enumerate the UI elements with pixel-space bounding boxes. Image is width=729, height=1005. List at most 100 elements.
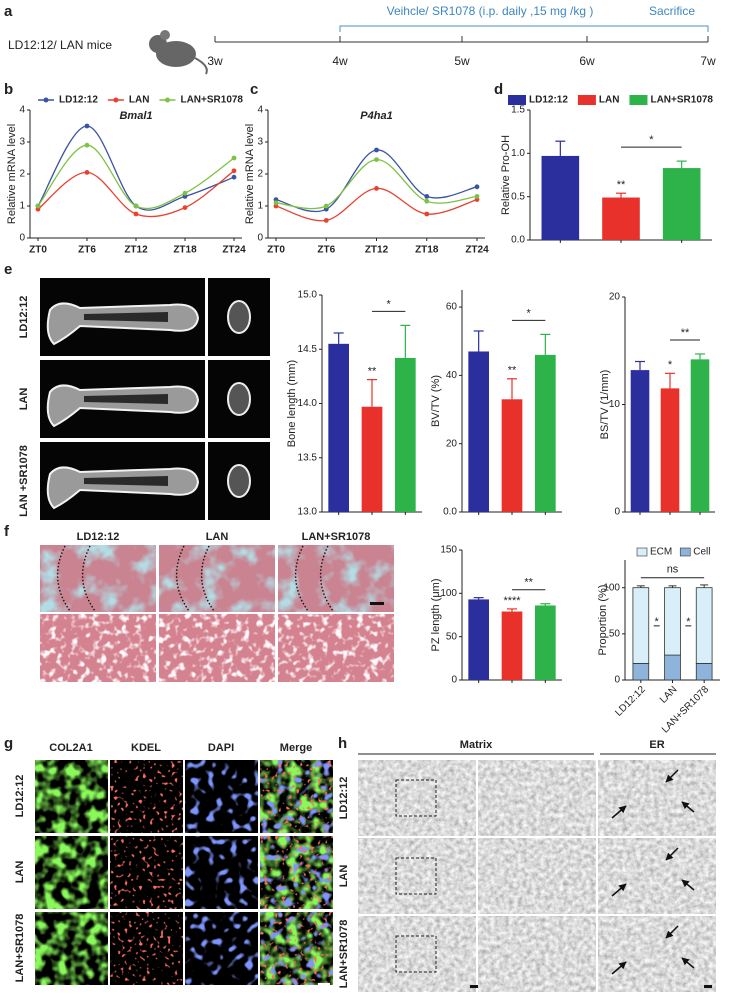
mouse-ear xyxy=(160,30,170,40)
histology-top-texture xyxy=(278,545,394,612)
y-axis-label: Bone length (mm) xyxy=(286,360,298,447)
panel-label: f xyxy=(4,523,10,540)
fluorescence-channel xyxy=(35,912,108,985)
y-tick-label: 40 xyxy=(446,370,458,381)
timeline-week: 7w xyxy=(700,54,716,68)
em-image xyxy=(598,838,716,914)
y-tick-label: 20 xyxy=(609,292,621,303)
zoom-box xyxy=(395,857,437,895)
fluorescence-channel xyxy=(35,836,108,909)
y-axis-label: Relative Pro-OH xyxy=(500,135,512,215)
panel-label: d xyxy=(494,81,503,98)
row-label: LAN xyxy=(338,865,350,888)
x-tick-label: ZT12 xyxy=(365,245,389,256)
y-axis-label: PZ length (μm) xyxy=(430,579,442,652)
y-tick-label: 0 xyxy=(614,675,620,686)
x-tick-label: ZT24 xyxy=(465,245,489,256)
significance: * xyxy=(649,134,654,146)
er-arrow xyxy=(681,801,695,813)
x-tick-label: ZT18 xyxy=(173,245,197,256)
y-tick-label: 4 xyxy=(19,105,25,116)
data-point xyxy=(474,184,480,190)
column-label: ER xyxy=(649,739,664,751)
em-image xyxy=(478,916,596,992)
legend-marker xyxy=(113,97,119,103)
bar xyxy=(535,354,556,512)
y-tick-label: 1.5 xyxy=(511,105,525,116)
bar-segment xyxy=(664,587,681,656)
significance: ** xyxy=(681,327,690,339)
data-point xyxy=(424,211,430,217)
em-image xyxy=(598,760,716,836)
data-point xyxy=(374,147,379,153)
data-point xyxy=(273,200,279,206)
panel-label: h xyxy=(338,735,347,752)
y-tick-label: 0.5 xyxy=(511,191,525,202)
bar xyxy=(395,357,416,512)
histology-top-texture xyxy=(40,545,156,612)
legend-swatch xyxy=(636,547,648,557)
fluorescence-channel xyxy=(110,836,183,909)
em-image xyxy=(598,916,716,992)
fluorescence-channel xyxy=(260,836,333,909)
column-label: KDEL xyxy=(131,742,161,754)
bone-cross-section xyxy=(227,300,251,334)
series-line xyxy=(37,125,235,211)
legend-swatch xyxy=(629,95,648,105)
zoom-box xyxy=(395,779,437,817)
er-arrow xyxy=(665,925,679,939)
fluorescence-channel xyxy=(260,760,333,833)
significance: ** xyxy=(368,366,377,378)
x-tick-label: ZT24 xyxy=(222,245,246,256)
y-tick-label: 14.0 xyxy=(298,398,318,409)
y-tick-label: 3 xyxy=(257,137,263,148)
data-point xyxy=(374,186,379,191)
timeline-treatment: Veihcle/ SR1078 (i.p. daily ,15 mg /kg ) xyxy=(387,4,594,18)
legend-label: LAN xyxy=(129,95,150,106)
data-point xyxy=(231,168,237,174)
scale-bar xyxy=(470,985,478,988)
significance: ** xyxy=(508,365,517,377)
x-tick-label: LAN xyxy=(658,684,680,706)
zoom-box xyxy=(395,935,437,973)
bar-segment xyxy=(695,587,713,664)
data-point xyxy=(231,155,237,161)
significance: * xyxy=(686,616,691,628)
y-axis-label: Relative mRNA level xyxy=(6,124,18,224)
series-line xyxy=(275,158,478,210)
timeline-endpoint: Sacrifice xyxy=(649,4,695,18)
scale-bar xyxy=(370,602,384,605)
x-tick-label: ZT6 xyxy=(317,245,335,256)
bar xyxy=(602,197,640,240)
significance: ** xyxy=(617,179,626,191)
timeline-week: 3w xyxy=(207,54,223,68)
em-image xyxy=(358,760,476,836)
bar xyxy=(468,351,489,512)
column-label: Merge xyxy=(280,742,312,754)
scale-bar xyxy=(318,983,330,986)
bar xyxy=(541,155,580,240)
data-point xyxy=(231,174,237,180)
data-point xyxy=(323,218,329,223)
data-point xyxy=(424,194,430,199)
y-tick-label: 50 xyxy=(446,631,458,642)
legend-label: Cell xyxy=(693,547,710,558)
data-point xyxy=(84,123,90,129)
row-label: LAN xyxy=(18,388,30,411)
data-point xyxy=(35,203,41,209)
er-arrow xyxy=(611,883,627,897)
fluorescence-channel xyxy=(260,912,333,985)
row-label: LD12:12 xyxy=(338,777,350,820)
bone-cross-section xyxy=(227,382,251,416)
y-axis-label: Relative mRNA level xyxy=(244,124,256,224)
series-line xyxy=(37,144,235,210)
histology-bottom-cells xyxy=(40,614,156,682)
x-tick-label: ZT18 xyxy=(415,245,439,256)
timeline-subject: LD12:12/ LAN mice xyxy=(8,38,112,52)
significance: ** xyxy=(524,577,533,589)
y-axis-label: Proportion (%) xyxy=(597,585,609,656)
row-label: LD12:12 xyxy=(18,296,30,339)
series-line xyxy=(37,170,235,218)
